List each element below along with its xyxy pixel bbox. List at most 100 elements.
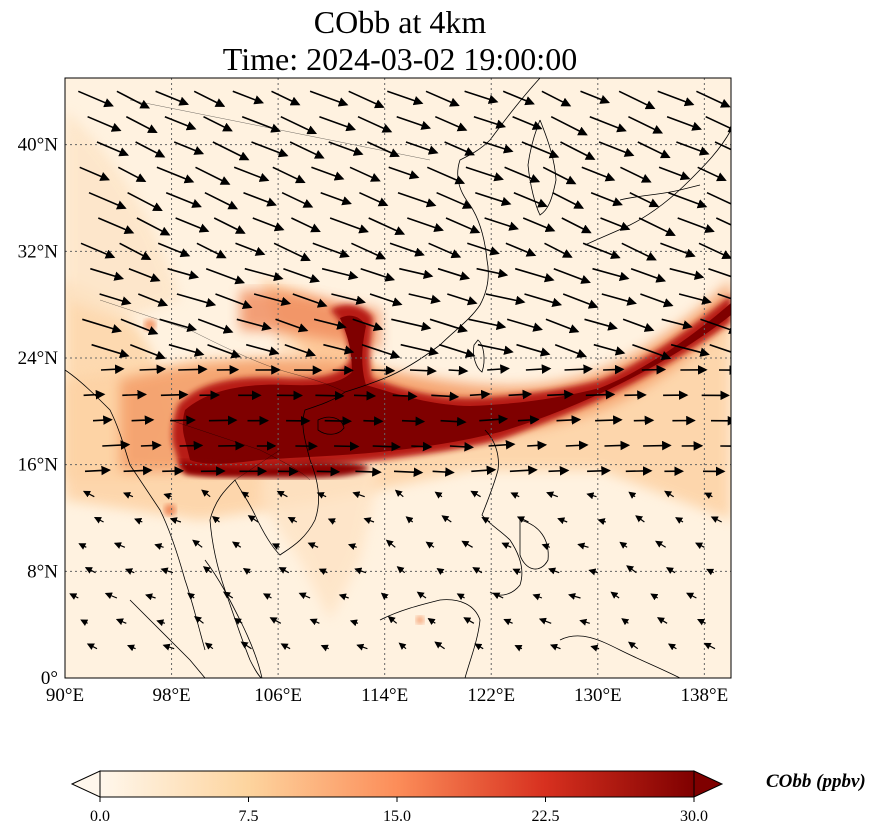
wind-arrow xyxy=(514,267,555,283)
wind-arrow xyxy=(291,217,321,233)
lat-tick-label: 8°N xyxy=(27,561,58,582)
wind-arrow xyxy=(82,490,95,498)
wind-arrow xyxy=(119,242,152,260)
wind-arrow xyxy=(618,90,656,110)
lon-tick-label: 114°E xyxy=(361,685,408,706)
wind-arrow xyxy=(93,517,104,524)
wind-arrow xyxy=(363,416,384,426)
wind-arrow xyxy=(211,516,220,524)
wind-arrow xyxy=(592,267,630,281)
wind-arrow xyxy=(284,343,317,358)
lon-tick-label: 138°E xyxy=(681,685,729,706)
wind-arrow xyxy=(668,191,708,209)
wind-arrow xyxy=(222,591,234,599)
wind-arrow xyxy=(665,567,676,574)
wind-arrow xyxy=(588,568,598,576)
wind-arrow xyxy=(471,465,497,476)
wind-arrow xyxy=(447,293,478,306)
wind-arrow xyxy=(641,364,667,375)
wind-arrow xyxy=(252,217,285,232)
wind-arrow xyxy=(581,166,616,182)
wind-arrow xyxy=(463,617,475,624)
wind-arrow xyxy=(708,267,731,282)
wind-arrow xyxy=(351,242,387,260)
wind-arrow xyxy=(179,440,204,451)
wind-arrow xyxy=(363,517,375,525)
wind-arrow xyxy=(525,364,552,374)
wind-arrow xyxy=(396,115,432,130)
wind-arrow xyxy=(353,390,377,401)
colorbar-bar xyxy=(99,770,695,798)
wind-arrow xyxy=(579,618,590,626)
wind-arrow xyxy=(512,568,521,576)
wind-arrow xyxy=(208,415,238,426)
wind-arrow xyxy=(196,242,227,259)
wind-arrow xyxy=(484,217,519,231)
wind-arrow xyxy=(481,516,491,524)
wind-arrow xyxy=(170,415,196,426)
wind-arrow xyxy=(202,566,212,574)
wind-arrow xyxy=(675,517,684,524)
wind-arrow xyxy=(380,592,389,601)
wind-arrow xyxy=(162,466,185,476)
wind-arrow xyxy=(178,364,208,375)
wind-arrow xyxy=(130,343,166,360)
wind-arrow xyxy=(117,166,147,182)
wind-arrow xyxy=(323,343,355,355)
wind-arrow xyxy=(240,641,252,650)
wind-arrow xyxy=(640,293,674,308)
wind-arrow xyxy=(88,191,127,210)
wind-arrow xyxy=(715,217,731,226)
wind-arrow xyxy=(548,466,570,476)
wind-arrow xyxy=(545,318,580,334)
wind-arrow xyxy=(432,467,455,477)
wind-arrow xyxy=(697,166,727,182)
wind-arrow xyxy=(156,166,195,184)
wind-arrow xyxy=(425,90,460,107)
wind-arrow xyxy=(271,90,301,106)
wind-arrow xyxy=(476,267,509,279)
wind-arrow xyxy=(309,90,349,107)
colorbar-tick-label: 7.5 xyxy=(239,808,259,825)
wind-arrow xyxy=(318,568,328,576)
wind-arrow xyxy=(90,267,125,281)
wind-arrow xyxy=(448,365,469,376)
wind-arrow xyxy=(278,567,290,574)
wind-arrow xyxy=(657,90,695,107)
wind-arrow xyxy=(233,166,270,182)
wind-arrow xyxy=(324,416,352,426)
wind-arrow xyxy=(516,343,551,357)
wind-arrow xyxy=(192,539,203,548)
wind-arrow xyxy=(521,141,560,159)
wind-arrow xyxy=(372,441,401,452)
wind-arrow xyxy=(544,242,573,258)
wind-arrow xyxy=(232,90,264,105)
wind-arrow xyxy=(311,166,345,181)
wind-arrow xyxy=(201,489,211,498)
wind-arrow xyxy=(697,618,706,626)
wind-arrow xyxy=(488,439,516,450)
wind-arrow xyxy=(316,492,327,499)
wind-arrow xyxy=(416,591,427,599)
wind-arrow xyxy=(352,491,365,499)
wind-arrow xyxy=(477,343,514,355)
wind-arrow xyxy=(656,617,668,624)
wind-arrow xyxy=(553,267,591,284)
wind-arrow xyxy=(512,115,543,130)
wind-arrow xyxy=(276,490,288,498)
wind-arrow xyxy=(524,293,563,308)
wind-arrow xyxy=(482,141,514,154)
wind-arrow xyxy=(349,619,359,627)
wind-arrow xyxy=(316,466,341,477)
wind-arrow xyxy=(434,491,443,499)
wind-arrow xyxy=(600,217,631,231)
wind-arrow xyxy=(212,141,250,161)
wind-arrow xyxy=(552,191,585,209)
wind-arrow xyxy=(441,515,452,523)
wind-arrow xyxy=(434,641,445,650)
wind-arrow xyxy=(307,542,319,549)
wind-arrow xyxy=(580,90,610,104)
wind-arrow xyxy=(205,267,245,285)
wind-arrow xyxy=(352,318,384,332)
